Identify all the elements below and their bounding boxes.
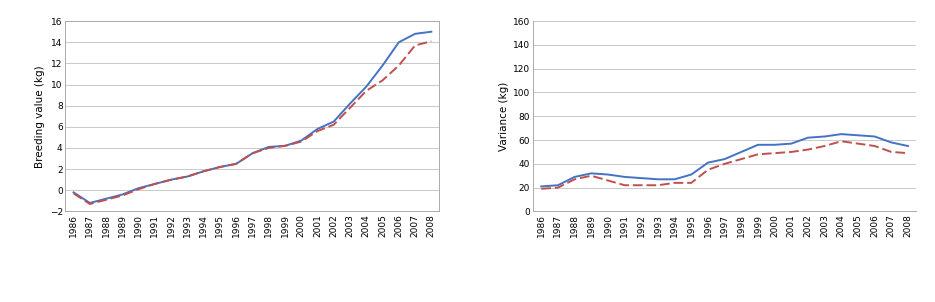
Animal model	[377, 64, 388, 67]
HV model	[263, 146, 274, 150]
HV model	[410, 44, 421, 47]
HV model	[361, 89, 372, 93]
Animal model	[280, 144, 291, 148]
HV model	[394, 64, 405, 67]
HV model	[553, 186, 564, 189]
Animal model	[247, 152, 258, 155]
Animal model	[68, 191, 79, 194]
HV model	[344, 106, 355, 110]
Animal model	[736, 150, 747, 154]
HV model	[819, 144, 830, 148]
Line: Animal model: Animal model	[541, 134, 908, 186]
Y-axis label: Variance (kg): Variance (kg)	[498, 82, 509, 151]
Animal model	[295, 139, 307, 143]
Animal model	[133, 186, 144, 190]
Animal model	[602, 173, 613, 176]
HV model	[753, 153, 764, 156]
HV model	[84, 202, 95, 206]
Animal model	[869, 135, 880, 138]
HV model	[836, 140, 847, 143]
HV model	[769, 151, 780, 155]
HV model	[295, 140, 307, 143]
HV model	[68, 192, 79, 195]
HV model	[280, 144, 291, 148]
Animal model	[585, 172, 597, 175]
HV model	[653, 183, 664, 187]
HV model	[669, 181, 681, 185]
Animal model	[785, 142, 797, 146]
HV model	[312, 129, 324, 133]
HV model	[702, 168, 713, 172]
Animal model	[361, 85, 372, 88]
HV model	[685, 181, 697, 185]
Animal model	[802, 136, 813, 140]
HV model	[100, 198, 111, 202]
HV model	[165, 178, 177, 182]
Animal model	[836, 132, 847, 136]
Animal model	[231, 162, 242, 166]
HV model	[117, 194, 128, 198]
Animal model	[753, 143, 764, 147]
Animal model	[685, 173, 697, 176]
HV model	[736, 157, 747, 161]
HV model	[719, 162, 730, 165]
Animal model	[198, 169, 209, 173]
Animal model	[312, 127, 324, 131]
Animal model	[214, 165, 225, 169]
HV model	[569, 178, 581, 181]
Animal model	[719, 157, 730, 161]
HV model	[636, 183, 647, 187]
Animal model	[885, 141, 897, 144]
Y-axis label: Breeding value (kg): Breeding value (kg)	[36, 65, 46, 168]
Animal model	[669, 178, 681, 181]
HV model	[902, 151, 913, 155]
HV model	[585, 174, 597, 178]
Animal model	[84, 201, 95, 205]
Line: Animal model: Animal model	[74, 32, 431, 203]
Animal model	[263, 145, 274, 149]
HV model	[328, 123, 339, 127]
HV model	[181, 175, 193, 178]
HV model	[198, 169, 209, 173]
HV model	[602, 179, 613, 182]
Animal model	[819, 135, 830, 138]
Animal model	[425, 30, 437, 34]
Line: HV model: HV model	[541, 141, 908, 189]
Animal model	[344, 102, 355, 105]
HV model	[247, 152, 258, 155]
HV model	[150, 182, 161, 186]
Animal model	[569, 175, 581, 179]
Animal model	[619, 175, 630, 179]
Animal model	[553, 183, 564, 187]
HV model	[619, 183, 630, 187]
Animal model	[165, 178, 177, 182]
Animal model	[394, 40, 405, 44]
Animal model	[853, 133, 864, 137]
HV model	[853, 142, 864, 146]
Animal model	[181, 175, 193, 178]
HV model	[885, 150, 897, 154]
Animal model	[902, 144, 913, 148]
Animal model	[117, 193, 128, 196]
HV model	[214, 165, 225, 169]
HV model	[802, 148, 813, 151]
HV model	[133, 187, 144, 191]
HV model	[231, 162, 242, 166]
Animal model	[150, 182, 161, 186]
Animal model	[328, 120, 339, 124]
Animal model	[636, 176, 647, 180]
Animal model	[410, 32, 421, 36]
HV model	[869, 144, 880, 148]
HV model	[785, 150, 797, 154]
Animal model	[702, 161, 713, 165]
Line: HV model: HV model	[74, 41, 431, 204]
HV model	[425, 40, 437, 43]
Animal model	[100, 197, 111, 201]
HV model	[377, 79, 388, 82]
Animal model	[536, 185, 547, 188]
Animal model	[653, 178, 664, 181]
HV model	[536, 187, 547, 191]
Animal model	[769, 143, 780, 147]
